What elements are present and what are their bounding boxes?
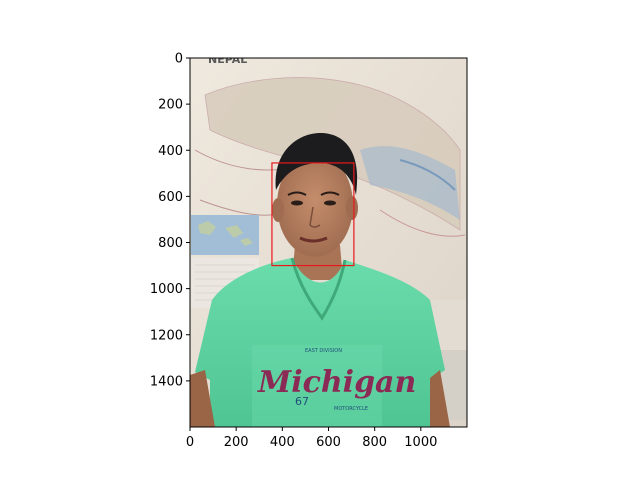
x-tick-label: 1000 xyxy=(404,435,437,450)
x-tick-label: 400 xyxy=(270,435,295,450)
y-tick-label: 0 xyxy=(175,52,183,67)
shirt-number: 67 xyxy=(295,395,309,408)
x-axis: 0 200 400 600 800 1000 xyxy=(186,427,437,450)
x-tick-label: 600 xyxy=(316,435,341,450)
face-bounding-box xyxy=(271,162,355,267)
y-tick-label: 1000 xyxy=(150,282,183,297)
y-tick-label: 1200 xyxy=(150,328,183,343)
y-tick-label: 400 xyxy=(158,144,183,159)
photo-image: NEPAL EAST DIVISION Michigan 67 MOTORCYC… xyxy=(190,53,467,427)
y-tick-label: 800 xyxy=(158,236,183,251)
shirt-text: Michigan xyxy=(257,365,416,400)
y-tick-label: 600 xyxy=(158,190,183,205)
y-axis: 0 200 400 600 800 1000 1200 1400 xyxy=(150,52,190,389)
x-tick-label: 200 xyxy=(224,435,249,450)
y-tick-label: 200 xyxy=(158,98,183,113)
person-figure: EAST DIVISION Michigan 67 MOTORCYCLE xyxy=(190,132,450,427)
shirt-small-text-side: MOTORCYCLE xyxy=(334,406,368,412)
x-tick-label: 0 xyxy=(186,435,194,450)
map-title-text: NEPAL xyxy=(208,53,247,66)
x-tick-label: 800 xyxy=(362,435,387,450)
shirt-small-text-top: EAST DIVISION xyxy=(305,348,342,354)
y-tick-label: 1400 xyxy=(150,374,183,389)
